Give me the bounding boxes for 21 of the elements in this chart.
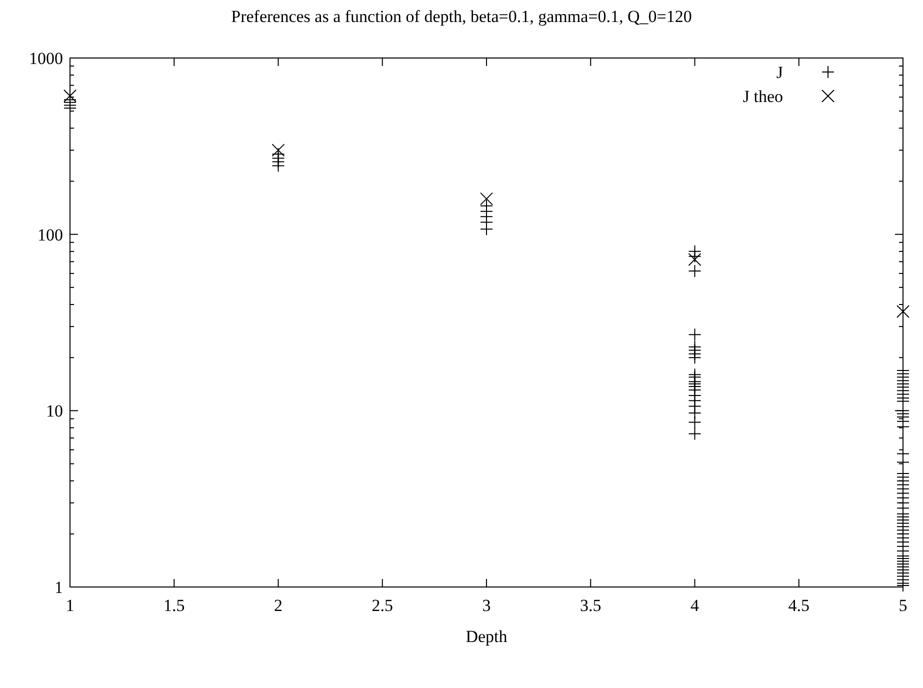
- legend-label: J theo: [742, 87, 783, 106]
- x-tick-label: 4.5: [788, 596, 810, 615]
- legend-label: J: [776, 63, 784, 82]
- x-tick-label: 3.5: [580, 596, 602, 615]
- x-axis-title: Depth: [466, 627, 508, 646]
- y-tick-label: 10: [46, 402, 63, 421]
- chart-title: Preferences as a function of depth, beta=0.1, gamma=0.1, Q_0=120: [231, 7, 692, 26]
- x-tick-label: 4: [690, 596, 700, 615]
- x-tick-label: 1: [66, 596, 74, 615]
- x-tick-label: 2.5: [372, 596, 393, 615]
- y-tick-label: 100: [38, 225, 63, 244]
- y-tick-label: 1: [54, 578, 63, 597]
- point: [480, 192, 493, 206]
- x-tick-label: 2: [274, 596, 282, 615]
- point: [64, 89, 76, 102]
- x-tick-label: 5: [898, 596, 908, 615]
- point: [896, 305, 910, 318]
- x-tick-label: 3: [482, 596, 491, 615]
- point: [272, 144, 285, 157]
- x-tick-label: 1.5: [164, 596, 185, 615]
- y-tick-label: 1000: [29, 49, 63, 68]
